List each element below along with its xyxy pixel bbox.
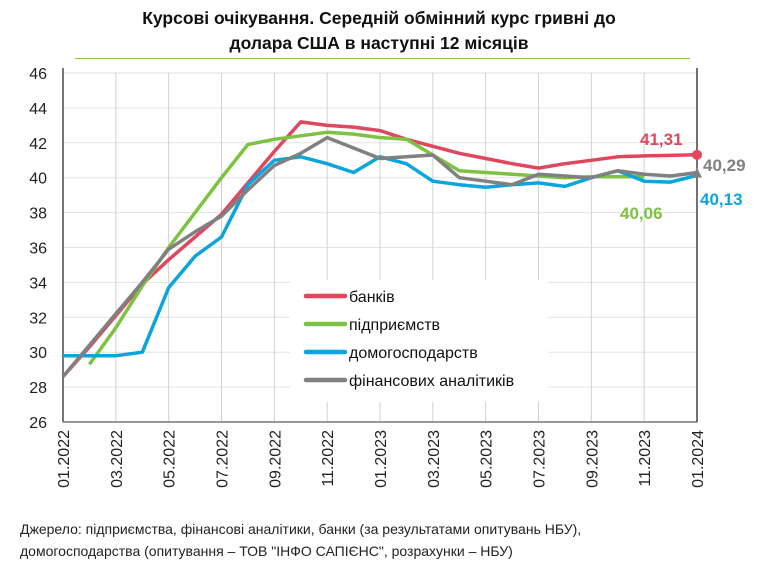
y-tick-label: 46	[29, 66, 47, 83]
line-chart: 26 28 30 32 34 36 38 40 42 44 46 01.2022 03.2022 05.2…	[29, 66, 746, 488]
legend-label: підприємств	[349, 317, 440, 334]
x-tick-label: 07.2022	[215, 430, 232, 488]
end-value-label: 40,13	[700, 190, 743, 209]
x-tick-label: 05.2023	[479, 430, 496, 488]
chart-title: Курсові очікування. Середній обмінний ку…	[0, 6, 758, 56]
end-marker-banks	[692, 149, 702, 160]
y-tick-label: 32	[29, 310, 47, 327]
end-value-label: 40,06	[620, 204, 663, 223]
series-line-0	[61, 120, 698, 378]
x-tick-label: 01.2023	[373, 430, 390, 488]
source-line1: Джерело: підприємства, фінансові аналіти…	[20, 521, 582, 537]
x-tick-label: 01.2022	[56, 430, 73, 488]
y-tick-label: 26	[29, 415, 47, 432]
x-tick-label: 07.2023	[532, 430, 549, 488]
end-marker-analysts	[692, 167, 702, 178]
y-tick-label: 36	[29, 241, 47, 258]
source-note: Джерело: підприємства, фінансові аналіти…	[20, 518, 581, 562]
chart-title-line2: долара США в наступні 12 місяців	[229, 33, 529, 53]
series-line-3	[61, 135, 698, 378]
x-tick-label: 05.2022	[162, 430, 179, 488]
title-underline	[75, 58, 690, 59]
legend-label: фінансових аналітиків	[349, 373, 514, 390]
y-tick-label: 34	[29, 275, 47, 292]
y-tick-label: 44	[29, 101, 47, 118]
legend-label: домогосподарств	[349, 345, 478, 362]
end-value-label: 40,29	[703, 156, 746, 175]
y-tick-label: 40	[29, 171, 47, 188]
x-tick-label: 09.2022	[267, 430, 284, 488]
y-tick-label: 28	[29, 380, 47, 397]
x-tick-label: 03.2022	[109, 430, 126, 488]
y-tick-label: 38	[29, 206, 47, 223]
x-tick-label: 11.2023	[637, 430, 654, 487]
x-tick-label: 03.2023	[426, 430, 443, 488]
y-tick-label: 42	[29, 136, 47, 153]
y-tick-label: 30	[29, 345, 47, 362]
source-line2: домогосподарства (опитування – ТОВ "ІНФО…	[20, 543, 513, 559]
x-tick-label: 01.2024	[690, 430, 707, 488]
chart-title-line1: Курсові очікування. Середній обмінний ку…	[142, 8, 616, 28]
legend-label: банків	[349, 289, 395, 306]
x-tick-label: 09.2023	[584, 430, 601, 488]
x-tick-label: 11.2022	[320, 430, 337, 487]
end-value-label: 41,31	[640, 130, 683, 149]
